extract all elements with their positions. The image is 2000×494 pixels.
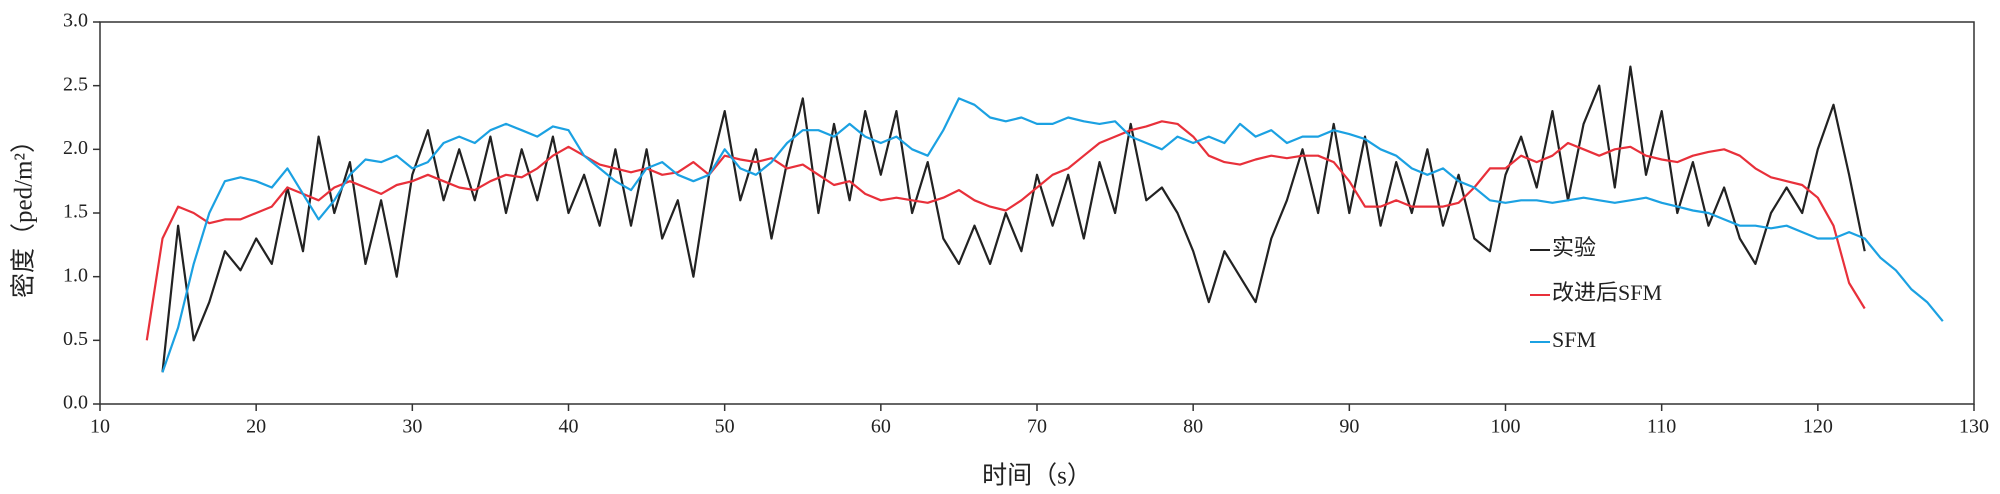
y-tick-label: 1.5	[63, 201, 88, 223]
x-tick-label: 130	[1959, 416, 1989, 438]
x-tick-label: 50	[715, 416, 735, 438]
x-tick-label: 70	[1027, 416, 1047, 438]
x-tick-label: 80	[1183, 416, 1203, 438]
x-tick-label: 120	[1803, 416, 1833, 438]
plot-frame	[99, 21, 1975, 405]
legend-label: 改进后SFM	[1552, 280, 1662, 305]
series-line	[145, 120, 1866, 341]
x-tick-label: 40	[559, 416, 579, 438]
series-line	[161, 97, 1944, 373]
y-tick-label: 2.5	[63, 73, 88, 95]
x-tick-label: 60	[871, 416, 891, 438]
y-tick-label: 0.0	[63, 392, 88, 414]
x-tick-label: 100	[1491, 416, 1521, 438]
y-axis-label: 密度（ped/m²）	[10, 128, 38, 298]
x-tick-label: 30	[402, 416, 422, 438]
x-tick-label: 20	[246, 416, 266, 438]
y-tick-label: 2.0	[63, 137, 88, 159]
y-tick-label: 1.0	[63, 264, 88, 286]
y-tick-label: 3.0	[63, 10, 88, 32]
x-tick-label: 90	[1339, 416, 1359, 438]
x-axis-label: 时间（s）	[982, 462, 1092, 490]
x-tick-label: 10	[90, 416, 110, 438]
legend-label: 实验	[1552, 235, 1596, 260]
series-line	[161, 65, 1866, 373]
legend-label: SFM	[1552, 327, 1596, 352]
x-tick-label: 110	[1647, 416, 1676, 438]
y-tick-label: 0.5	[63, 328, 88, 350]
